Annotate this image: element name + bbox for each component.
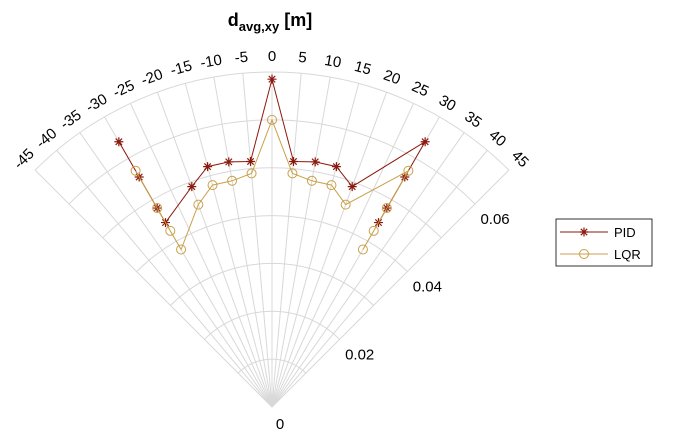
data-point bbox=[224, 157, 234, 167]
legend-label: PID bbox=[614, 225, 636, 240]
data-point bbox=[130, 165, 141, 176]
title-main: d bbox=[228, 10, 239, 30]
series-line bbox=[135, 118, 410, 251]
data-point bbox=[579, 249, 589, 259]
grid-spoke bbox=[184, 83, 273, 408]
theta-tick-label: -30 bbox=[83, 91, 110, 117]
r-tick-label: 0.02 bbox=[345, 346, 374, 363]
data-point bbox=[227, 175, 238, 186]
theta-tick-label: 15 bbox=[352, 58, 373, 79]
data-point bbox=[420, 137, 430, 147]
radial-tick-labels: 0 0.02 0.04 0.06 bbox=[276, 211, 510, 433]
grid-spoke bbox=[271, 77, 331, 408]
grid-spoke bbox=[242, 73, 273, 408]
theta-tick-label: 10 bbox=[323, 52, 342, 72]
grid-spoke bbox=[271, 132, 465, 408]
theta-tick-label: 45 bbox=[508, 147, 532, 171]
grid-spoke bbox=[271, 103, 415, 408]
r-tick-label: 0 bbox=[276, 416, 284, 433]
title-subscript: avg,xy bbox=[239, 19, 280, 34]
data-point bbox=[381, 203, 392, 214]
legend: PID LQR bbox=[555, 218, 653, 267]
data-point bbox=[152, 203, 163, 214]
data-point bbox=[326, 180, 337, 191]
data-point bbox=[306, 175, 317, 186]
grid-spoke bbox=[129, 103, 273, 408]
theta-tick-label: 0 bbox=[268, 48, 276, 65]
data-point bbox=[267, 114, 277, 125]
grid-spoke bbox=[271, 73, 302, 408]
data-point bbox=[331, 162, 341, 172]
data-point bbox=[579, 227, 589, 237]
theta-tick-label: 5 bbox=[298, 49, 308, 67]
data-point bbox=[357, 244, 368, 255]
data-point bbox=[203, 162, 213, 172]
grid-spoke bbox=[34, 169, 273, 408]
title-suffix: [m] bbox=[279, 10, 312, 30]
data-point bbox=[165, 225, 176, 236]
grid-spoke bbox=[156, 92, 273, 408]
data-point bbox=[114, 137, 124, 147]
polar-grid bbox=[34, 71, 510, 408]
grid-spoke bbox=[271, 169, 510, 408]
data-point bbox=[347, 182, 357, 192]
theta-tick-label: -35 bbox=[57, 107, 85, 133]
data-point bbox=[368, 225, 379, 236]
angular-tick-labels: -45-40-35-30-25 -20 -15 -10 -5 0 5 10 15 20 253035… bbox=[10, 48, 531, 173]
theta-tick-label: -5 bbox=[234, 49, 249, 67]
legend-box bbox=[555, 218, 653, 267]
theta-tick-label: 20 bbox=[381, 67, 402, 89]
data-point bbox=[193, 199, 204, 210]
theta-tick-label: -45 bbox=[10, 145, 37, 172]
data-point bbox=[207, 180, 218, 191]
r-tick-label: 0.06 bbox=[480, 211, 509, 228]
grid-spoke bbox=[271, 83, 360, 408]
theta-tick-label: -20 bbox=[139, 66, 165, 89]
data-point bbox=[187, 182, 197, 192]
data-point bbox=[310, 157, 320, 167]
grid-spoke bbox=[213, 77, 273, 408]
theta-tick-label: -40 bbox=[33, 125, 61, 152]
grid-spoke bbox=[271, 150, 488, 408]
theta-tick-label: -25 bbox=[110, 77, 137, 102]
chart-title: davg,xy [m] bbox=[228, 10, 312, 34]
data-point bbox=[403, 165, 414, 176]
data-point bbox=[287, 168, 298, 179]
data-point bbox=[246, 168, 257, 179]
series-layer bbox=[114, 74, 430, 255]
grid-spoke bbox=[56, 150, 273, 408]
theta-tick-label: 35 bbox=[461, 108, 484, 131]
data-point bbox=[176, 244, 187, 255]
series-lqr bbox=[130, 114, 414, 255]
data-point bbox=[246, 156, 256, 166]
theta-tick-label: -15 bbox=[169, 57, 194, 79]
data-point bbox=[288, 156, 298, 166]
r-tick-label: 0.04 bbox=[413, 279, 442, 296]
theta-tick-label: -10 bbox=[199, 51, 223, 72]
data-point bbox=[340, 199, 351, 210]
theta-tick-label: 25 bbox=[409, 78, 431, 100]
data-point bbox=[267, 74, 277, 84]
legend-label: LQR bbox=[614, 247, 641, 262]
theta-tick-label: 30 bbox=[436, 92, 459, 115]
grid-spoke bbox=[79, 132, 273, 408]
grid-spoke bbox=[271, 92, 388, 408]
theta-tick-label: 40 bbox=[486, 127, 510, 151]
